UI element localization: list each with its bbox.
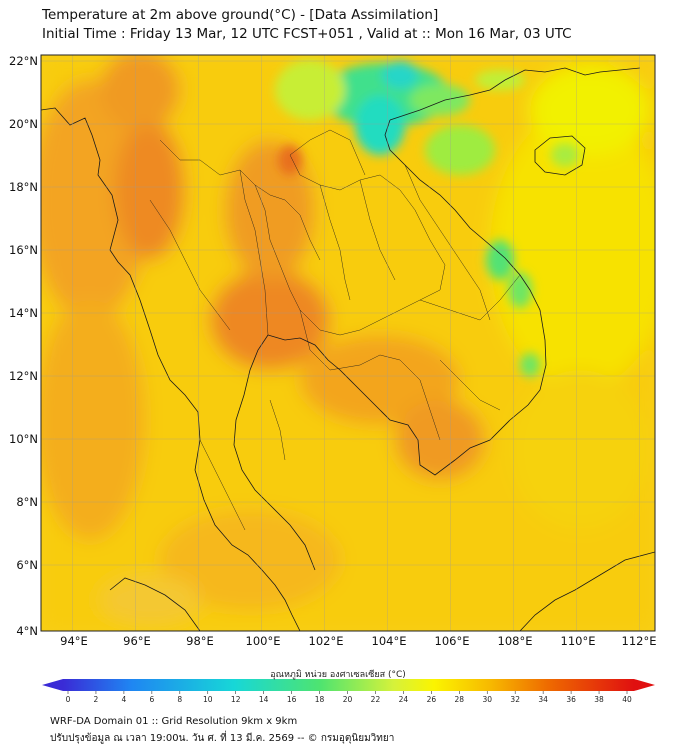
lat-label: 18°N [9, 180, 38, 194]
temperature-field [41, 55, 655, 631]
lon-label: 106°E [435, 634, 470, 648]
colorbar-tick-label: 18 [315, 695, 325, 704]
chart-subtitle: Initial Time : Friday 13 Mar, 12 UTC FCS… [42, 26, 572, 42]
colorbar-tick-label: 36 [566, 695, 576, 704]
lon-label: 112°E [622, 634, 657, 648]
colorbar-tick-label: 8 [177, 695, 182, 704]
lat-label: 10°N [9, 432, 38, 446]
colorbar-tick-label: 12 [231, 695, 241, 704]
colorbar-label: อุณหภูมิ หน่วย องศาเซลเซียส (°C) [270, 670, 406, 680]
colorbar-min-arrow [42, 679, 63, 691]
chart-title: Temperature at 2m above ground(°C) - [Da… [42, 7, 439, 23]
colorbar-tick-label: 4 [122, 695, 127, 704]
colorbar-tick-label: 28 [455, 695, 465, 704]
lat-label: 22°N [9, 54, 38, 68]
colorbar-tick-label: 16 [287, 695, 297, 704]
lat-label: 20°N [9, 117, 38, 131]
lon-label: 98°E [186, 634, 214, 648]
colorbar-tick-label: 30 [482, 695, 492, 704]
lon-label: 100°E [246, 634, 281, 648]
coastlines [41, 67, 655, 631]
footer-model-info: WRF-DA Domain 01 :: Grid Resolution 9km … [50, 716, 298, 727]
colorbar-tick-label: 32 [510, 695, 520, 704]
lon-label: 102°E [309, 634, 344, 648]
lat-label: 16°N [9, 243, 38, 257]
colorbar-tick-label: 0 [66, 695, 71, 704]
colorbar-tick-label: 6 [149, 695, 154, 704]
colorbar-gradient [63, 679, 634, 691]
lon-label: 104°E [372, 634, 407, 648]
footer-update-info: ปรับปรุงข้อมูล ณ เวลา 19:00น. วัน ศ. ที่… [50, 733, 395, 744]
colorbar: 0 2 4 6 8 10 12 14 16 18 20 22 24 26 28 30 32 34 36 38 40 [42, 679, 655, 704]
colorbar-max-arrow [634, 679, 655, 691]
colorbar-tick-label: 2 [94, 695, 99, 704]
lon-label: 108°E [498, 634, 533, 648]
lon-label: 110°E [561, 634, 596, 648]
graticule [41, 55, 655, 631]
colorbar-tick-label: 14 [259, 695, 269, 704]
lat-label: 14°N [9, 306, 38, 320]
colorbar-tick-label: 38 [594, 695, 604, 704]
lat-label: 8°N [16, 495, 38, 509]
lon-label: 96°E [123, 634, 151, 648]
colorbar-tick-label: 24 [399, 695, 409, 704]
colorbar-tick-label: 34 [538, 695, 548, 704]
colorbar-tick-label: 26 [427, 695, 437, 704]
colorbar-tick-label: 20 [343, 695, 353, 704]
colorbar-tick-label: 40 [622, 695, 632, 704]
lon-label: 94°E [60, 634, 88, 648]
colorbar-tick-label: 10 [203, 695, 213, 704]
map-frame [40, 54, 656, 632]
lat-label: 4°N [16, 624, 38, 638]
colorbar-tick-label: 22 [371, 695, 381, 704]
lat-label: 6°N [16, 558, 38, 572]
lat-label: 12°N [9, 369, 38, 383]
